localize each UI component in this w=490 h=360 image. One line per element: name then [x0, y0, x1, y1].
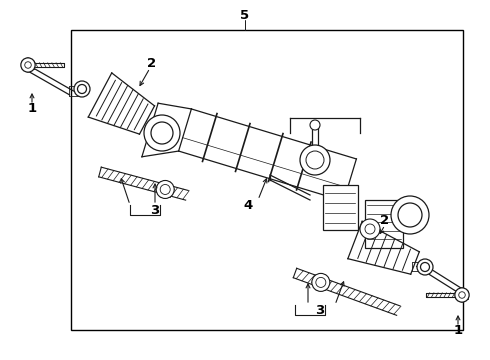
Text: 5: 5	[241, 9, 249, 22]
Text: 3: 3	[150, 203, 160, 216]
Circle shape	[306, 151, 324, 169]
Circle shape	[360, 219, 380, 239]
Text: 2: 2	[380, 213, 390, 226]
Circle shape	[25, 62, 31, 68]
Circle shape	[310, 120, 320, 130]
Circle shape	[365, 224, 375, 234]
Circle shape	[420, 262, 430, 271]
Circle shape	[144, 115, 180, 151]
Circle shape	[455, 288, 469, 302]
Circle shape	[156, 180, 174, 198]
Text: 3: 3	[316, 303, 324, 316]
Circle shape	[316, 278, 326, 287]
Circle shape	[74, 81, 90, 97]
Circle shape	[151, 122, 173, 144]
Circle shape	[417, 259, 433, 275]
Text: 2: 2	[147, 57, 157, 69]
Text: 4: 4	[244, 198, 253, 212]
Circle shape	[398, 203, 422, 227]
Circle shape	[391, 196, 429, 234]
Circle shape	[160, 184, 170, 194]
Circle shape	[312, 273, 330, 291]
Text: 1: 1	[27, 102, 37, 114]
Circle shape	[77, 85, 87, 94]
Circle shape	[21, 58, 35, 72]
Circle shape	[459, 292, 465, 298]
Bar	[365, 200, 403, 248]
Text: 1: 1	[453, 324, 463, 337]
Bar	[323, 185, 358, 230]
Circle shape	[300, 145, 330, 175]
Bar	[71, 30, 463, 330]
